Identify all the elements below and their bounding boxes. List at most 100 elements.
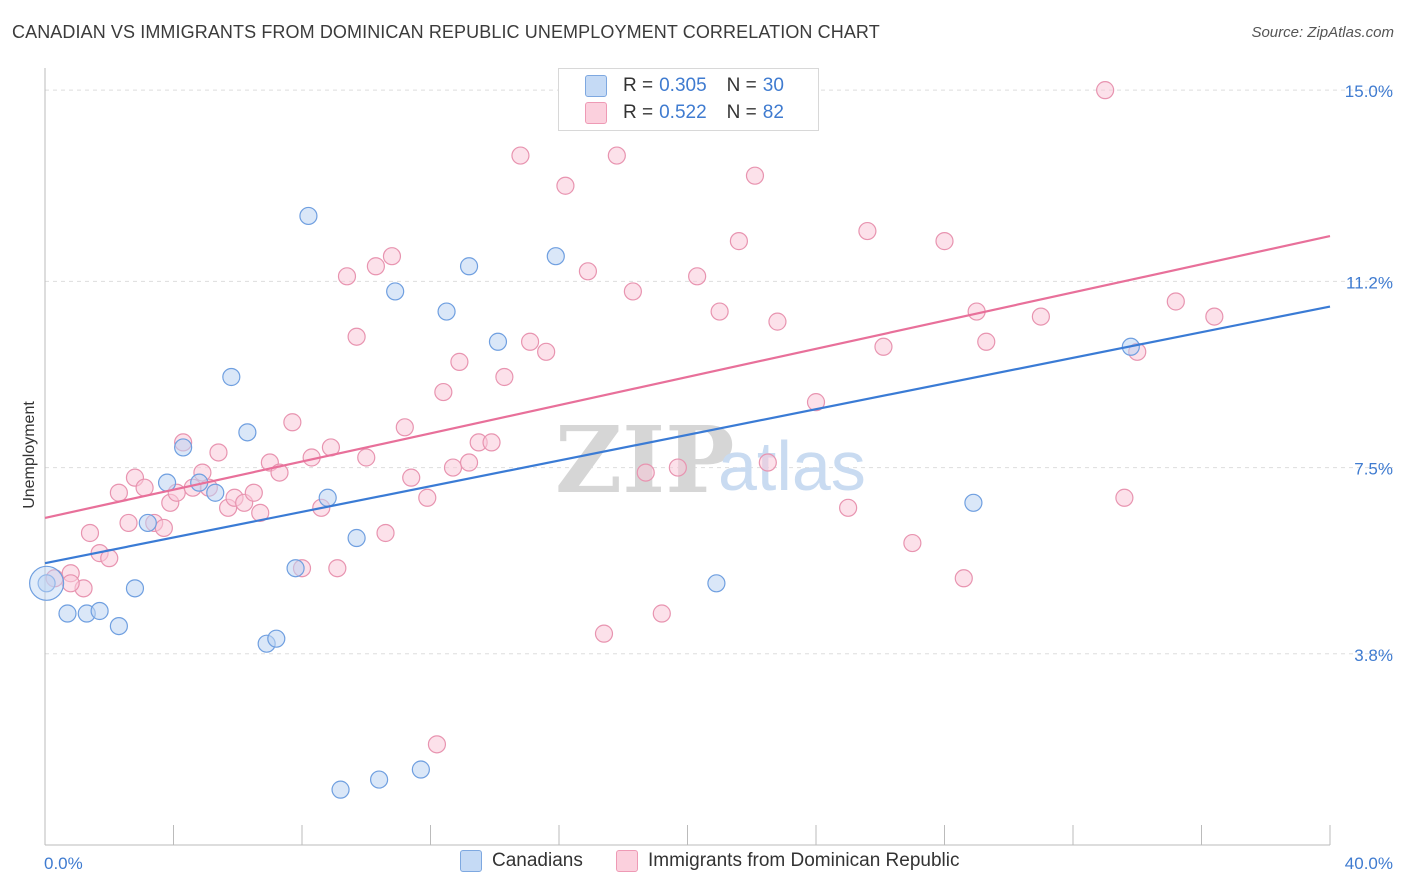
canadian-point	[707, 574, 726, 593]
dominican-point	[154, 518, 173, 538]
legend-swatch-canadians	[460, 850, 482, 872]
canadian-point	[238, 423, 257, 442]
canadian-point	[459, 257, 479, 276]
chart-title: CANADIAN VS IMMIGRANTS FROM DOMINICAN RE…	[12, 22, 880, 42]
dominican-point	[1115, 488, 1134, 507]
trend-line-canadians	[44, 305, 1331, 565]
dominican-point	[839, 498, 858, 517]
dominican-point	[443, 458, 463, 477]
canadian-point	[37, 574, 56, 593]
dominican-point	[1031, 307, 1050, 326]
dominican-point	[1205, 307, 1224, 326]
dominican-point	[328, 559, 347, 578]
dominican-point	[858, 221, 877, 241]
dominican-point	[119, 513, 138, 533]
legend-r-value: 0.522	[659, 102, 707, 123]
legend-swatch-dominican	[616, 850, 638, 872]
canadian-point-large	[29, 565, 65, 601]
legend-label-dominican: Immigrants from Dominican Republic	[648, 850, 960, 871]
dominican-point	[459, 453, 479, 472]
y-tick-label: 3.8%	[1354, 646, 1393, 665]
source-label: Source: ZipAtlas.com	[1251, 24, 1394, 41]
correlation-legend: R = 0.305 N = 30 R = 0.522 N = 82	[558, 68, 819, 131]
legend-n-value: 82	[762, 102, 784, 123]
series-legend: Canadians Immigrants from Dominican Repu…	[0, 850, 1406, 878]
canadian-point	[386, 282, 405, 301]
dominican-point	[450, 352, 469, 371]
dominican-point	[511, 146, 530, 165]
canadian-point	[174, 438, 193, 457]
watermark-atlas: atlas	[718, 427, 866, 505]
watermark: ZIP atlas	[555, 406, 866, 514]
dominican-point	[209, 443, 228, 462]
legend-swatch-canadians	[585, 75, 607, 97]
y-tick-label: 7.5%	[1354, 460, 1393, 479]
dominican-point	[758, 453, 777, 472]
tick-labels: 3.8% 7.5% 11.2% 15.0% 0.0% 40.0%	[44, 82, 1393, 873]
legend-r-label: R =	[623, 75, 654, 96]
dominican-point	[578, 262, 598, 281]
legend-row-dominican: R = 0.522 N = 82	[585, 101, 784, 125]
canadian-point	[318, 488, 337, 507]
canadian-point	[138, 513, 157, 533]
dominican-point	[520, 332, 540, 351]
dominican-point	[418, 488, 437, 507]
dominican-point	[954, 569, 973, 588]
dominican-point	[109, 483, 128, 502]
dominican-point	[337, 267, 357, 286]
canadian-point	[286, 559, 305, 578]
canadian-point	[58, 604, 77, 623]
dominican-point	[482, 433, 501, 452]
y-axis-label: Unemployment	[21, 401, 38, 509]
canadian-point	[546, 247, 565, 266]
watermark-zip: ZIP	[555, 406, 734, 514]
dominican-point	[729, 232, 749, 251]
series-canadians	[29, 206, 1140, 799]
x-tick-label: 0.0%	[44, 854, 83, 873]
dominican-point	[395, 418, 414, 437]
legend-n-value: 30	[762, 75, 784, 96]
dominican-point	[903, 533, 922, 553]
dominican-point	[244, 483, 263, 502]
canadian-point	[222, 367, 241, 387]
legend-r-label: R =	[623, 102, 654, 123]
dominican-point	[688, 267, 707, 286]
canadian-point	[206, 483, 225, 502]
dominican-point	[874, 337, 893, 356]
dominican-point	[80, 523, 100, 543]
canadian-point	[370, 770, 389, 789]
series-dominican	[45, 81, 1224, 754]
legend-item-dominican: Immigrants from Dominican Republic	[616, 850, 960, 872]
dominican-point	[251, 503, 270, 522]
dominican-point	[537, 342, 556, 361]
dominican-point	[623, 282, 642, 301]
dominican-point	[283, 413, 302, 432]
legend-row-canadians: R = 0.305 N = 30	[585, 74, 784, 98]
canadian-point	[299, 206, 318, 226]
legend-r-value: 0.305	[659, 75, 707, 96]
dominican-point	[977, 332, 996, 351]
dominican-point	[556, 176, 575, 195]
y-tick-label: 15.0%	[1345, 82, 1393, 101]
canadian-point	[90, 601, 109, 621]
dominican-point	[366, 257, 385, 276]
dominican-point	[347, 327, 366, 346]
legend-n-label: N =	[726, 102, 757, 123]
dominican-point	[427, 735, 447, 754]
trend-lines	[44, 234, 1331, 565]
gridlines	[45, 89, 1395, 655]
canadian-point	[347, 528, 366, 548]
canadian-point	[125, 579, 145, 598]
canadian-point	[157, 473, 177, 492]
dominican-point	[806, 393, 826, 412]
dominican-point	[768, 312, 787, 331]
dominican-point	[607, 146, 626, 165]
canadian-point	[331, 780, 350, 799]
axes	[44, 68, 1331, 846]
dominican-point	[434, 382, 453, 402]
canadian-point	[267, 629, 286, 648]
dominican-point	[935, 232, 954, 251]
dominican-point	[1166, 292, 1185, 311]
dominican-point	[495, 367, 514, 387]
